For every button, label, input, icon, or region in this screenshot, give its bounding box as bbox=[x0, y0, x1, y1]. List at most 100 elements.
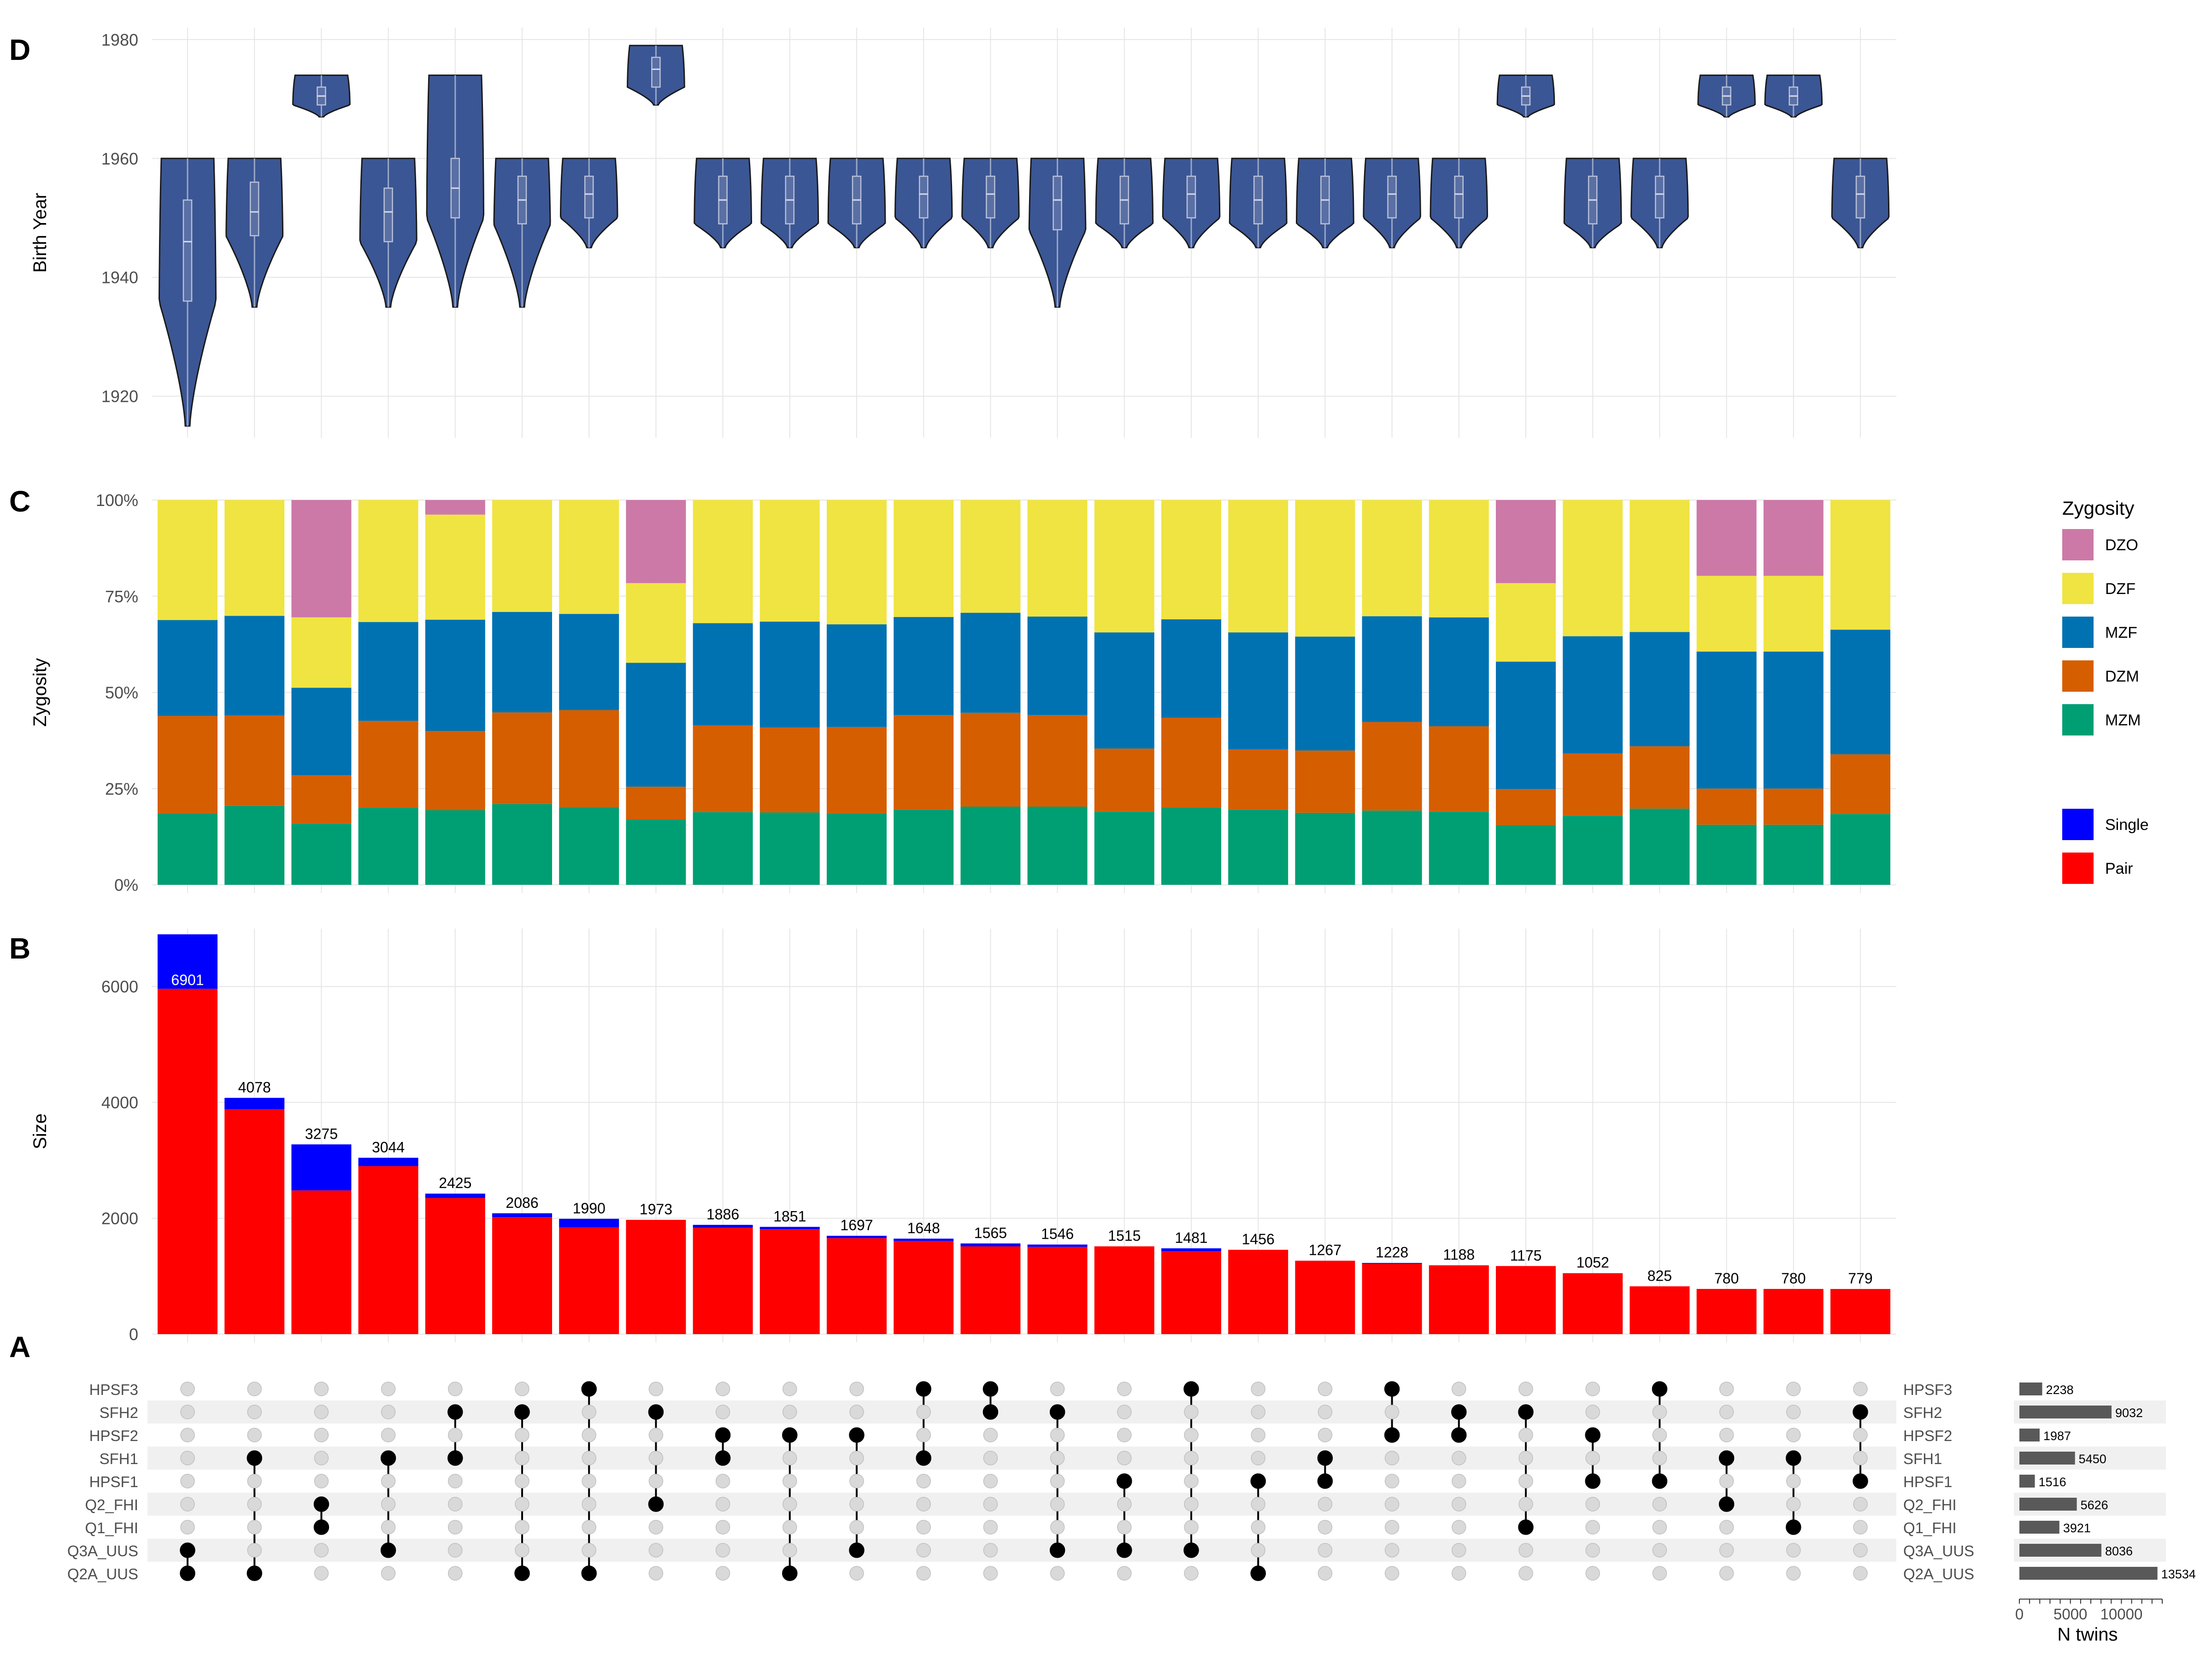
violin-ytick: 1940 bbox=[101, 268, 138, 287]
set-size-bar bbox=[2019, 1475, 2035, 1488]
zyg-segment bbox=[291, 500, 352, 618]
size-total-label: 1456 bbox=[1242, 1231, 1275, 1247]
zyg-segment bbox=[492, 500, 552, 612]
zyg-segment bbox=[1094, 632, 1154, 749]
matrix-dot-empty bbox=[314, 1451, 329, 1465]
matrix-dot-empty bbox=[1853, 1520, 1868, 1535]
matrix-dot-empty bbox=[1786, 1497, 1801, 1512]
matrix-dot-filled bbox=[982, 1404, 999, 1420]
matrix-dot-empty bbox=[1786, 1405, 1801, 1419]
matrix-dot-empty bbox=[582, 1520, 596, 1535]
matrix-dot-empty bbox=[715, 1566, 730, 1581]
zyg-segment bbox=[626, 819, 686, 885]
set-size-label: 13534 bbox=[2161, 1567, 2196, 1581]
matrix-dot-empty bbox=[1652, 1428, 1667, 1442]
matrix-dot-empty bbox=[1251, 1497, 1265, 1512]
matrix-dot-filled bbox=[1718, 1450, 1735, 1466]
zyg-segment bbox=[1563, 500, 1623, 636]
matrix-dot-empty bbox=[782, 1382, 797, 1396]
matrix-set-label-left: SFH2 bbox=[100, 1404, 138, 1421]
zyg-segment bbox=[1027, 617, 1088, 715]
zyg-segment bbox=[693, 725, 753, 812]
size-ytick: 6000 bbox=[101, 977, 138, 996]
size-ytick: 2000 bbox=[101, 1209, 138, 1228]
zyg-segment bbox=[1696, 824, 1757, 885]
matrix-dot-empty bbox=[180, 1474, 195, 1488]
zyg-segment bbox=[1094, 812, 1154, 885]
matrix-dot-empty bbox=[1652, 1520, 1667, 1535]
zyg-segment bbox=[559, 500, 619, 614]
matrix-dot-empty bbox=[1117, 1428, 1132, 1442]
zyg-segment bbox=[1094, 748, 1154, 812]
size-segment bbox=[492, 1217, 552, 1334]
zyg-segment bbox=[626, 663, 686, 787]
size-segment bbox=[1161, 1251, 1221, 1334]
zyg-legend-key bbox=[2062, 529, 2094, 560]
matrix-dot-empty bbox=[582, 1474, 596, 1488]
matrix-dot-empty bbox=[1786, 1428, 1801, 1442]
matrix-dot-filled bbox=[1652, 1473, 1668, 1489]
matrix-dot-empty bbox=[314, 1474, 329, 1488]
matrix-dot-empty bbox=[1518, 1497, 1533, 1512]
zyg-segment bbox=[827, 624, 887, 727]
matrix-dot-empty bbox=[1853, 1428, 1868, 1442]
zyg-segment bbox=[1763, 651, 1824, 789]
matrix-dot-empty bbox=[1251, 1405, 1265, 1419]
matrix-dot-filled bbox=[782, 1565, 798, 1581]
matrix-dot-empty bbox=[715, 1382, 730, 1396]
matrix-dot-filled bbox=[1049, 1404, 1065, 1420]
size-segment bbox=[559, 1218, 619, 1228]
matrix-dot-empty bbox=[983, 1543, 998, 1558]
size-legend-key bbox=[2062, 809, 2094, 840]
matrix-dot-empty bbox=[782, 1474, 797, 1488]
zyg-segment bbox=[291, 617, 352, 688]
zyg-segment bbox=[1830, 629, 1890, 754]
matrix-dot-empty bbox=[983, 1566, 998, 1581]
matrix-dot-empty bbox=[1050, 1428, 1065, 1442]
zyg-segment bbox=[358, 500, 418, 622]
zyg-segment bbox=[1496, 825, 1556, 885]
matrix-dot-empty bbox=[983, 1520, 998, 1535]
size-segment bbox=[693, 1228, 753, 1334]
zyg-segment bbox=[425, 619, 485, 731]
set-size-label: 3921 bbox=[2063, 1521, 2091, 1535]
matrix-dot-empty bbox=[1853, 1451, 1868, 1465]
zyg-segment bbox=[492, 712, 552, 804]
zyg-segment bbox=[827, 727, 887, 813]
size-total-label: 1175 bbox=[1510, 1247, 1542, 1264]
size-total-label: 1228 bbox=[1376, 1244, 1408, 1261]
zyg-segment bbox=[1362, 722, 1422, 811]
matrix-dot-empty bbox=[715, 1474, 730, 1488]
matrix-dot-empty bbox=[1318, 1405, 1333, 1419]
zyg-segment bbox=[1295, 812, 1355, 885]
zyg-segment bbox=[224, 715, 285, 806]
matrix-dot-filled bbox=[1384, 1381, 1400, 1397]
matrix-dot-empty bbox=[782, 1497, 797, 1512]
zyg-segment bbox=[559, 807, 619, 885]
matrix-dot-empty bbox=[916, 1474, 931, 1488]
set-size-bar bbox=[2019, 1406, 2112, 1418]
matrix-dot-filled bbox=[313, 1519, 329, 1535]
zyg-segment bbox=[894, 500, 954, 617]
matrix-dot-empty bbox=[1518, 1428, 1533, 1442]
size-segment bbox=[158, 988, 218, 1334]
zyg-segment bbox=[1763, 500, 1824, 576]
matrix-row-band bbox=[147, 1539, 1896, 1562]
matrix-dot-filled bbox=[1652, 1381, 1668, 1397]
zyg-segment bbox=[1630, 746, 1690, 809]
size-segment bbox=[291, 1144, 352, 1191]
zyg-segment bbox=[559, 614, 619, 710]
size-segment bbox=[1161, 1248, 1221, 1252]
matrix-dot-filled bbox=[1317, 1450, 1333, 1466]
matrix-dot-empty bbox=[247, 1543, 262, 1558]
matrix-dot-filled bbox=[1853, 1473, 1868, 1489]
zyg-segment bbox=[1228, 500, 1288, 633]
matrix-dot-empty bbox=[1853, 1382, 1868, 1396]
size-total-label: 1565 bbox=[974, 1224, 1007, 1241]
violin-ytick: 1960 bbox=[101, 149, 138, 168]
zyg-legend-label: DZM bbox=[2105, 668, 2139, 685]
matrix-dot-empty bbox=[180, 1520, 195, 1535]
matrix-dot-empty bbox=[515, 1382, 529, 1396]
zyg-segment bbox=[1228, 810, 1288, 885]
matrix-dot-filled bbox=[247, 1565, 262, 1581]
